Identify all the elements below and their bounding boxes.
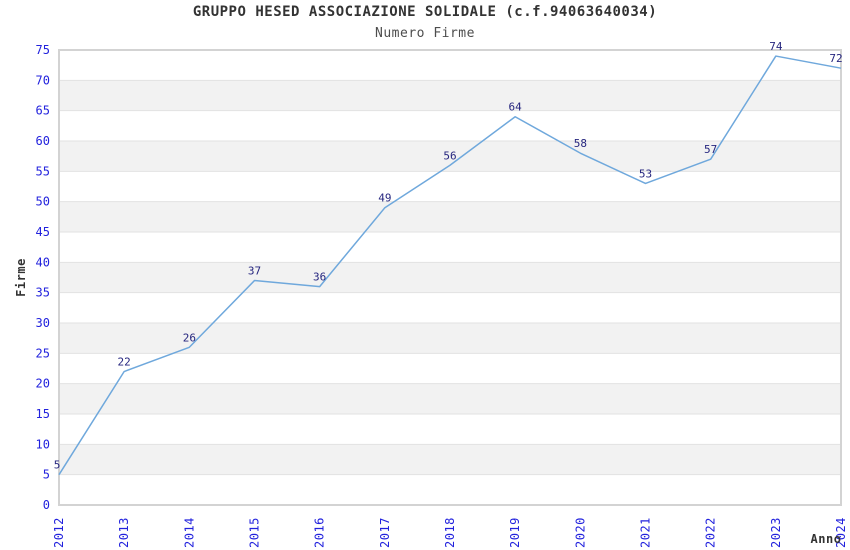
x-tick-label: 2012: [52, 517, 66, 548]
background-band: [59, 383, 841, 414]
y-tick-label: 45: [36, 225, 50, 239]
background-band: [59, 80, 841, 111]
y-tick-label: 75: [36, 43, 50, 57]
x-tick-label: 2015: [248, 517, 262, 548]
background-band: [59, 141, 841, 172]
y-tick-label: 15: [36, 407, 50, 421]
chart-subtitle: Numero Firme: [375, 26, 475, 41]
x-tick-label: 2019: [508, 517, 522, 548]
x-tick-label: 2021: [639, 517, 653, 548]
x-tick-label: 2023: [769, 517, 783, 548]
data-point-label: 37: [248, 265, 261, 278]
x-tick-label: 2013: [117, 517, 131, 548]
y-tick-label: 40: [36, 255, 50, 269]
y-tick-label: 55: [36, 164, 50, 178]
data-point-label: 53: [639, 167, 652, 180]
data-point-label: 56: [443, 149, 456, 162]
background-band: [59, 201, 841, 232]
y-tick-label: 5: [43, 468, 50, 482]
y-tick-label: 10: [36, 437, 50, 451]
y-tick-label: 50: [36, 195, 50, 209]
data-point-label: 26: [183, 331, 196, 344]
data-point-label: 5: [54, 459, 61, 472]
y-axis-title: Firme: [14, 258, 28, 297]
x-tick-label: 2022: [704, 517, 718, 548]
y-tick-label: 65: [36, 104, 50, 118]
y-tick-label: 70: [36, 73, 50, 87]
background-band: [59, 444, 841, 475]
plot-border: [58, 49, 842, 506]
x-axis-title: Anno: [811, 532, 842, 546]
data-point-label: 58: [574, 137, 587, 150]
background-band: [59, 262, 841, 293]
data-point-label: 74: [769, 40, 783, 53]
data-point-label: 64: [509, 101, 523, 114]
data-point-label: 57: [704, 143, 717, 156]
data-point-label: 22: [118, 356, 131, 369]
x-tick-label: 2024: [834, 517, 848, 548]
background-band: [59, 323, 841, 354]
y-tick-label: 25: [36, 346, 50, 360]
x-tick-label: 2017: [378, 517, 392, 548]
chart-title: GRUPPO HESED ASSOCIAZIONE SOLIDALE (c.f.…: [192, 4, 658, 20]
data-point-label: 36: [313, 271, 326, 284]
y-tick-label: 60: [36, 134, 50, 148]
data-point-label: 49: [378, 192, 391, 205]
x-tick-label: 2020: [573, 517, 587, 548]
data-point-label: 72: [829, 52, 842, 65]
x-tick-label: 2018: [443, 517, 457, 548]
line-series: [58, 55, 842, 476]
y-tick-label: 30: [36, 316, 50, 330]
y-tick-label: 20: [36, 377, 50, 391]
x-tick-label: 2014: [182, 517, 196, 548]
y-tick-label: 35: [36, 286, 50, 300]
y-tick-label: 0: [43, 498, 50, 512]
x-tick-label: 2016: [313, 517, 327, 548]
